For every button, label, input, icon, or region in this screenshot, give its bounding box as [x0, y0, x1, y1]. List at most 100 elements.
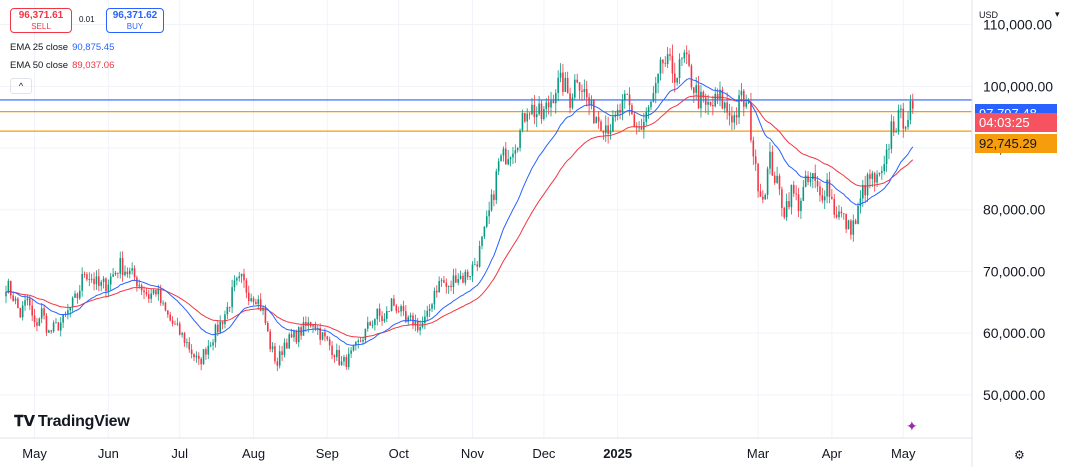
horizontal-lines[interactable]	[0, 99, 972, 132]
candle	[71, 296, 74, 312]
candle	[783, 206, 786, 220]
candle	[48, 329, 50, 334]
time-tick-label: Jul	[171, 446, 188, 461]
candle	[881, 166, 883, 180]
candle	[840, 206, 843, 218]
candle	[209, 341, 212, 348]
candle	[819, 181, 821, 202]
candle	[200, 357, 202, 371]
indicator-value: 90,875.45	[72, 42, 115, 53]
price-axis[interactable]: 50,000.0060,000.0070,000.0080,000.0090,0…	[983, 17, 1053, 403]
candle	[136, 275, 138, 292]
candle	[750, 92, 752, 143]
candle-body	[559, 72, 562, 78]
candle	[728, 103, 731, 126]
candle	[143, 286, 145, 300]
candle	[405, 305, 407, 324]
candle-body	[343, 356, 345, 362]
candle	[212, 338, 214, 351]
candle-body	[738, 95, 740, 118]
time-axis[interactable]: May Jun Jul Aug Sep Oct Nov Dec 2025 Mar Apr May	[22, 446, 916, 461]
candle	[295, 329, 298, 345]
candle	[571, 93, 574, 110]
candle-body	[714, 93, 717, 107]
candle	[588, 93, 590, 116]
candle	[52, 320, 55, 333]
candle-body	[405, 311, 407, 322]
candle-body	[286, 342, 288, 349]
candle	[283, 338, 286, 358]
candle	[802, 180, 805, 201]
candle-body	[281, 351, 283, 355]
candle-body	[350, 350, 352, 354]
sell-button[interactable]: 96,371.61 SELL	[10, 8, 72, 33]
candle	[554, 89, 557, 114]
candle	[421, 316, 424, 329]
candle	[174, 320, 176, 325]
time-tick-label: Oct	[389, 446, 410, 461]
candle-body	[490, 194, 493, 211]
candle-body	[688, 54, 690, 66]
candle	[226, 302, 229, 320]
candle	[831, 188, 833, 200]
indicator-ema50-legend[interactable]: EMA 50 close 89,037.06	[10, 60, 114, 71]
candle-body	[157, 289, 160, 295]
collapse-legend-button[interactable]: ^	[10, 78, 32, 94]
candle	[785, 193, 788, 221]
candle-body	[762, 196, 764, 200]
candle-body	[664, 63, 667, 65]
candle	[148, 289, 150, 304]
candle	[233, 275, 236, 292]
candle-body	[871, 173, 874, 179]
candle	[452, 268, 455, 294]
candle	[545, 98, 548, 118]
candle	[393, 294, 395, 307]
candle-body	[290, 334, 293, 338]
candle	[778, 173, 781, 196]
candle-body	[759, 191, 762, 197]
candle-body	[67, 310, 69, 314]
candle-body	[397, 311, 400, 312]
sparkle-icon[interactable]: ✦	[906, 418, 918, 434]
candle-body	[374, 319, 376, 325]
candle	[245, 278, 248, 299]
candle-body	[459, 275, 462, 279]
candle	[635, 122, 638, 135]
indicator-ema25-legend[interactable]: EMA 25 close 90,875.45	[10, 42, 114, 53]
candle-body	[816, 180, 819, 187]
candle	[435, 285, 438, 298]
chevron-down-icon[interactable]: ▾	[1055, 9, 1060, 19]
candle-body	[852, 220, 855, 235]
candle-body	[352, 345, 355, 351]
candle	[45, 312, 48, 336]
candle	[640, 118, 643, 131]
candle	[424, 309, 426, 330]
candle-body	[450, 285, 452, 288]
candle	[864, 175, 866, 204]
price-tick-label: 70,000.00	[983, 263, 1045, 279]
candle	[478, 240, 481, 268]
candle-body	[366, 322, 369, 329]
candle-body	[792, 184, 795, 194]
candle	[688, 50, 690, 68]
candle-body	[733, 115, 736, 123]
candle	[490, 189, 493, 212]
buy-button[interactable]: 96,371.62 BUY	[106, 8, 164, 33]
candle-body	[74, 293, 76, 298]
candle-body	[359, 340, 362, 342]
candle-body	[505, 148, 507, 165]
time-tick-label: Jun	[98, 446, 119, 461]
candle-body	[566, 77, 569, 94]
candle-body	[109, 276, 112, 285]
candle	[752, 136, 755, 165]
candle	[662, 59, 664, 74]
candle	[264, 304, 267, 326]
candle-body	[764, 194, 767, 200]
candle-body	[869, 174, 871, 179]
candle	[890, 114, 893, 154]
tradingview-logo[interactable]: 𝐓𝗩 TradingView	[14, 412, 130, 431]
candle-body	[695, 85, 697, 93]
gear-icon[interactable]: ⚙	[1014, 448, 1025, 462]
candle	[797, 187, 800, 217]
